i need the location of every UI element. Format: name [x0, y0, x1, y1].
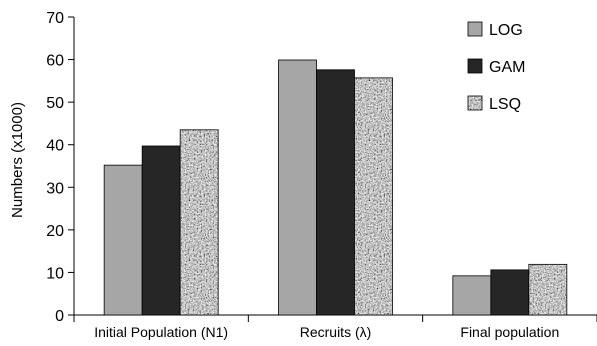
y-tick-label: 70 [46, 10, 64, 27]
y-tick-label: 0 [55, 308, 64, 325]
y-tick-label: 50 [46, 95, 64, 112]
bar-lsq-0 [179, 129, 219, 316]
bar-gam-0 [141, 145, 181, 316]
y-tick-label: 30 [46, 180, 64, 197]
bar-log-2 [452, 275, 492, 316]
legend: LOG GAM LSQ [467, 21, 525, 113]
legend-label-lsq: LSQ [489, 96, 521, 113]
legend-label-gam: GAM [489, 59, 525, 76]
y-tick-label: 60 [46, 53, 64, 70]
y-axis-title: Numbers (x1000) [9, 102, 26, 218]
y-tick-label: 20 [46, 223, 64, 240]
bar-log-1 [278, 59, 317, 316]
x-category-label: Recruits (λ) [300, 324, 372, 340]
bar-lsq-2 [528, 263, 568, 316]
axes: 0 10 20 30 40 50 60 70 Initial Population (N1) Re… [46, 10, 597, 340]
bars [103, 59, 568, 316]
legend-swatch-lsq [467, 95, 483, 111]
bar-gam-2 [490, 269, 530, 316]
legend-label-log: LOG [489, 22, 523, 39]
legend-swatch-gam [467, 58, 483, 74]
legend-swatch-log [467, 21, 483, 37]
x-category-label: Final population [460, 324, 559, 340]
y-tick-label: 10 [46, 265, 64, 282]
bar-lsq-1 [354, 77, 393, 316]
x-category-label: Initial Population (N1) [94, 324, 228, 340]
y-tick-label: 40 [46, 138, 64, 155]
bar-gam-1 [316, 69, 355, 316]
bar-log-0 [103, 164, 143, 316]
